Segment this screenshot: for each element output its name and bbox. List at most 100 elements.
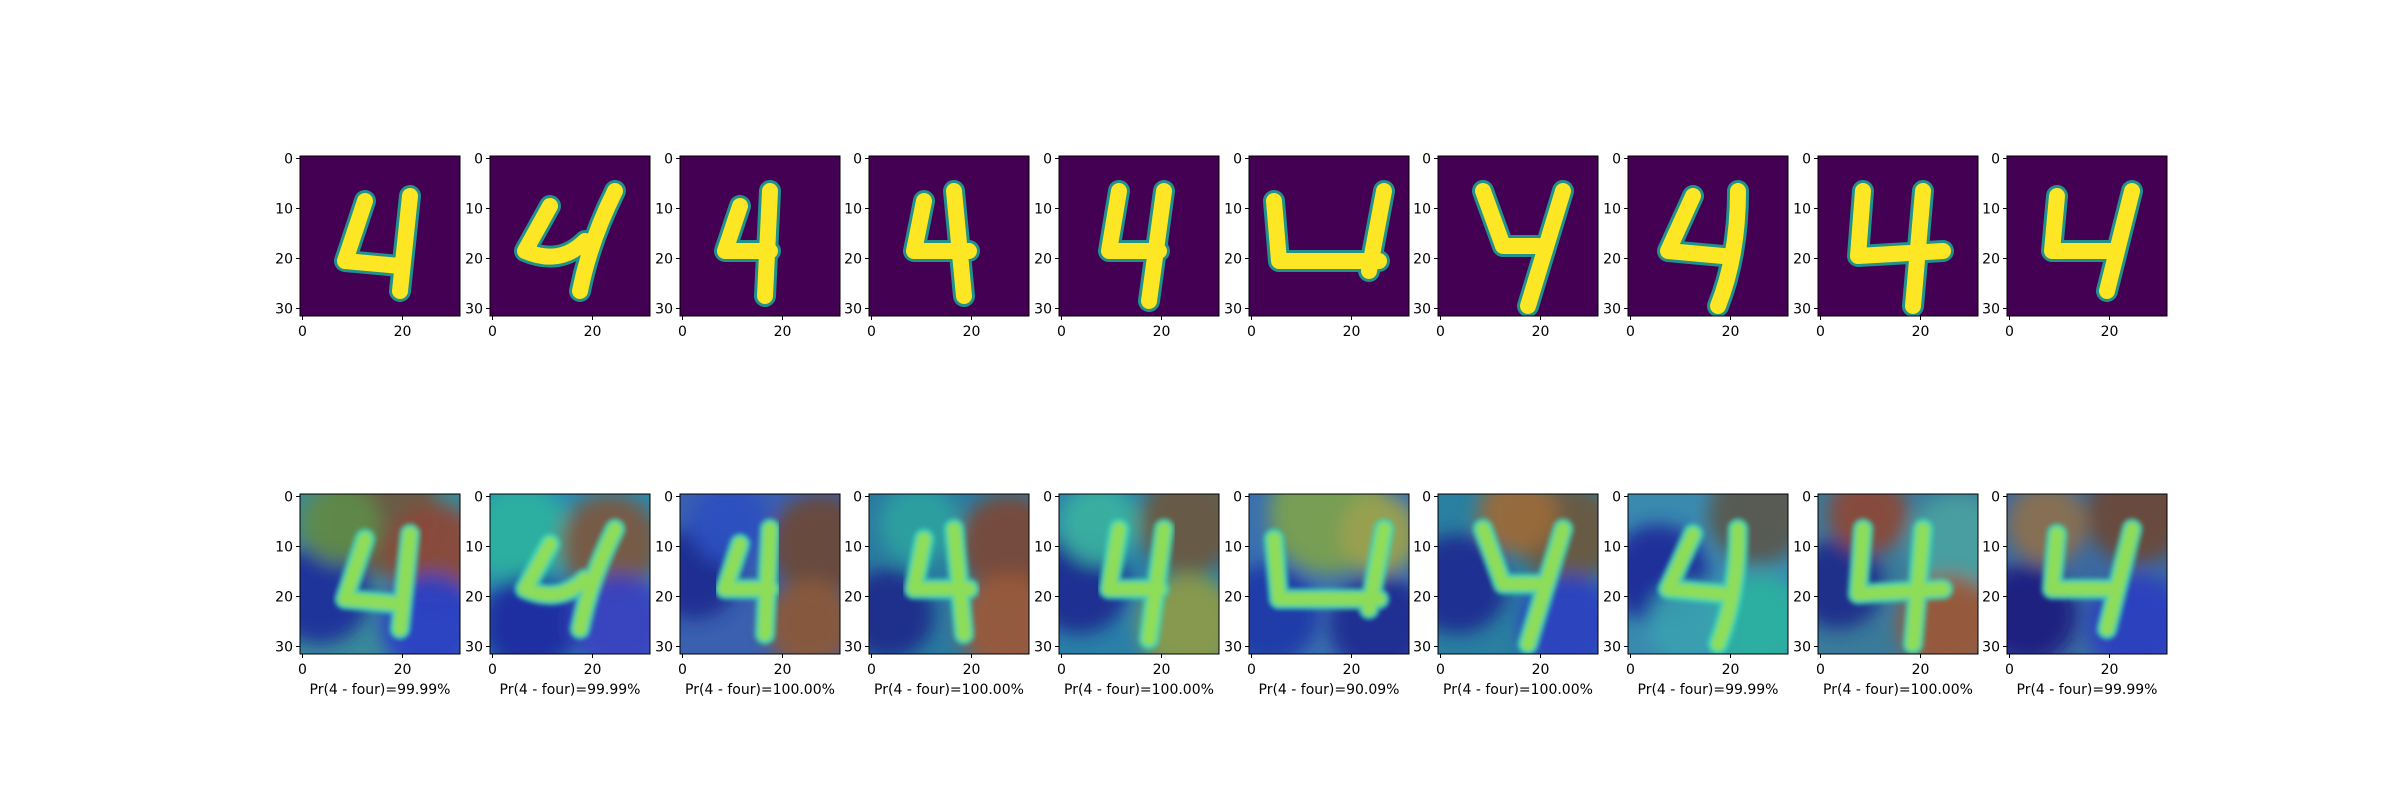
y-tick-label: 10 [655,540,673,556]
image-axes-2: 0 10 20 30 0 20 [655,152,791,341]
x-tick-label: 0 [1436,324,1445,340]
y-tick-label: 20 [1224,590,1242,606]
heatmap-axes-5: 0 10 20 30 0 20 [1224,490,1360,679]
heatmap-frame [679,493,841,655]
y-tick-label: 10 [1793,202,1811,218]
x-tick-label: 0 [867,662,876,678]
y-tick-label: 0 [284,152,293,168]
heatmap-image-2 [680,494,840,654]
y-tick-label: 10 [844,202,862,218]
image-axes-1: 0 10 20 30 0 20 [465,152,601,341]
heatmap-axes-2: 0 10 20 30 0 20 [655,490,791,679]
heatmap-frame [868,493,1030,655]
heatmap-frame [1058,493,1220,655]
y-tick-label: 10 [1413,202,1431,218]
x-tick-label: 0 [1057,324,1066,340]
image-axes-5: 0 10 20 30 0 20 [1224,152,1360,341]
x-tick-label: 0 [678,324,687,340]
y-tick-label: 30 [1982,640,2000,656]
y-tick-label: 30 [1224,302,1242,318]
digit-image-9 [2007,156,2167,316]
heatmap-image-3 [869,494,1029,654]
heatmap-axes-6: 0 10 20 30 0 20 [1413,490,1549,679]
y-tick-label: 0 [664,490,673,506]
prediction-caption: Pr(4 - four)=100.00% [1823,682,1973,698]
y-tick-label: 0 [1802,490,1811,506]
y-tick-label: 30 [1603,302,1621,318]
x-tick-label: 0 [1247,662,1256,678]
image-axes-6: 0 10 20 30 0 20 [1413,152,1549,341]
x-tick-label: 20 [1343,324,1361,340]
y-tick-label: 20 [1034,590,1052,606]
y-tick-label: 20 [1603,252,1621,268]
x-tick-label: 20 [774,662,792,678]
y-tick-label: 10 [1982,202,2000,218]
y-tick-label: 0 [1612,152,1621,168]
y-tick-label: 20 [844,590,862,606]
heatmap-axes-9: 0 10 20 30 0 20 [1982,490,2118,679]
x-tick-label: 0 [1816,324,1825,340]
prediction-caption: Pr(4 - four)=90.09% [1259,682,1400,698]
y-tick-label: 0 [1991,152,2000,168]
y-tick-label: 0 [853,152,862,168]
x-tick-label: 20 [1343,662,1361,678]
y-tick-label: 30 [844,302,862,318]
y-tick-label: 0 [1043,490,1052,506]
x-tick-label: 0 [1626,662,1635,678]
y-tick-label: 10 [1982,540,2000,556]
digit-image-2 [680,156,840,316]
image-axes-7: 0 10 20 30 0 20 [1603,152,1739,341]
y-tick-label: 0 [1422,152,1431,168]
y-tick-label: 30 [1413,640,1431,656]
y-tick-label: 10 [1224,202,1242,218]
heatmap-image-9 [2007,494,2167,654]
y-tick-label: 10 [275,540,293,556]
digit-image-7 [1628,156,1788,316]
x-tick-label: 20 [2101,662,2119,678]
heatmap-frame [1437,493,1599,655]
x-tick-label: 20 [963,662,981,678]
x-tick-label: 20 [1532,662,1550,678]
x-tick-label: 20 [1532,324,1550,340]
y-tick-label: 20 [1793,590,1811,606]
y-tick-label: 30 [1793,302,1811,318]
heatmap-image-1 [490,494,650,654]
prediction-caption: Pr(4 - four)=99.99% [500,682,641,698]
y-tick-label: 30 [1982,302,2000,318]
y-tick-label: 20 [1603,590,1621,606]
y-tick-label: 30 [655,302,673,318]
y-tick-label: 10 [844,540,862,556]
image-axes-3: 0 10 20 30 0 20 [844,152,980,341]
y-tick-label: 0 [474,490,483,506]
image-frame [868,155,1030,317]
x-tick-label: 0 [298,662,307,678]
digit-image-6 [1438,156,1598,316]
y-tick-label: 0 [1802,152,1811,168]
y-tick-label: 30 [1793,640,1811,656]
digit-image-4 [1059,156,1219,316]
x-tick-label: 0 [2005,324,2014,340]
y-tick-label: 10 [1034,540,1052,556]
y-tick-label: 10 [1603,540,1621,556]
image-frame [489,155,651,317]
prediction-caption: Pr(4 - four)=100.00% [1443,682,1593,698]
y-tick-label: 0 [474,152,483,168]
y-tick-label: 0 [1043,152,1052,168]
y-tick-label: 30 [655,640,673,656]
digit-image-8 [1818,156,1978,316]
y-tick-label: 20 [275,590,293,606]
prediction-caption: Pr(4 - four)=100.00% [685,682,835,698]
y-tick-label: 20 [275,252,293,268]
x-tick-label: 20 [1153,324,1171,340]
digit-image-5 [1249,156,1409,316]
y-tick-label: 30 [1413,302,1431,318]
y-tick-label: 10 [1224,540,1242,556]
image-frame [1627,155,1789,317]
image-axes-4: 0 10 20 30 0 20 [1034,152,1170,341]
x-tick-label: 0 [488,662,497,678]
y-tick-label: 20 [1982,590,2000,606]
heatmap-frame [299,493,461,655]
image-frame [679,155,841,317]
y-tick-label: 0 [1233,490,1242,506]
x-tick-label: 20 [1912,662,1930,678]
